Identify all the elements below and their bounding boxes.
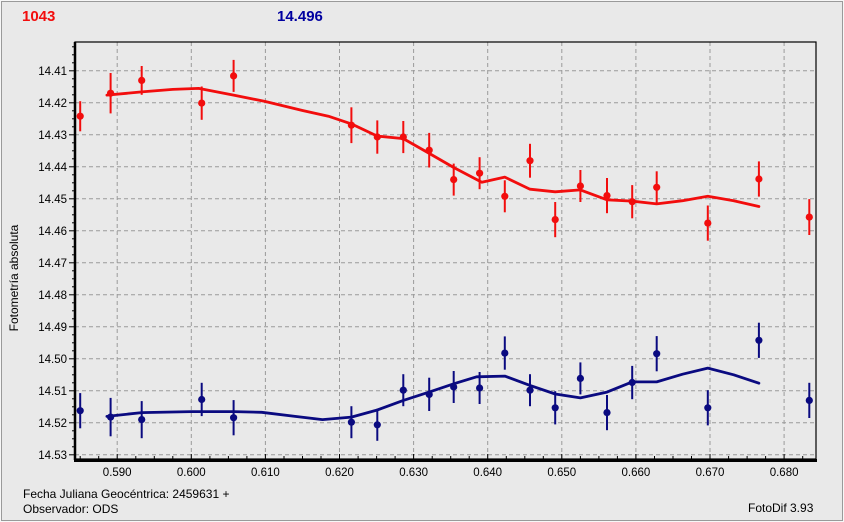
svg-text:0.660: 0.660 xyxy=(622,467,651,479)
svg-text:14.47: 14.47 xyxy=(38,258,67,270)
svg-text:14.46: 14.46 xyxy=(38,226,67,238)
axis-frame xyxy=(73,41,817,462)
y-axis-title: Fotometría absoluta xyxy=(7,224,21,332)
svg-text:0.630: 0.630 xyxy=(399,467,428,479)
lightcurve-red xyxy=(76,59,813,241)
axis-ticks xyxy=(69,46,804,459)
svg-text:14.51: 14.51 xyxy=(38,386,67,398)
svg-text:14.50: 14.50 xyxy=(38,354,67,366)
svg-text:14.41: 14.41 xyxy=(38,66,67,78)
svg-text:0.620: 0.620 xyxy=(325,467,354,479)
grid-lines xyxy=(75,42,816,459)
axis-tick-labels: 14.41 14.42 14.43 14.44 14.45 14.46 14.47 14.48… xyxy=(38,66,798,479)
observer-label: Observador: ODS xyxy=(23,502,119,516)
svg-text:14.43: 14.43 xyxy=(38,130,67,142)
app-version-label: FotoDif 3.93 xyxy=(748,501,814,515)
lightcurve-blue xyxy=(76,322,813,441)
magnitude-value-label: 14.496 xyxy=(277,8,323,25)
svg-text:0.610: 0.610 xyxy=(251,467,280,479)
svg-text:14.44: 14.44 xyxy=(38,162,67,174)
svg-text:14.52: 14.52 xyxy=(38,418,67,430)
svg-text:14.53: 14.53 xyxy=(38,450,67,462)
julian-date-label: Fecha Juliana Geocéntrica: 2459631 + xyxy=(23,487,230,501)
svg-text:0.640: 0.640 xyxy=(473,467,502,479)
svg-text:0.590: 0.590 xyxy=(103,467,132,479)
svg-text:14.45: 14.45 xyxy=(38,194,67,206)
svg-text:14.48: 14.48 xyxy=(38,290,67,302)
svg-text:0.670: 0.670 xyxy=(696,467,725,479)
svg-text:0.680: 0.680 xyxy=(770,467,799,479)
svg-text:0.650: 0.650 xyxy=(547,467,576,479)
svg-text:0.600: 0.600 xyxy=(177,467,206,479)
svg-text:14.42: 14.42 xyxy=(38,98,67,110)
svg-text:14.49: 14.49 xyxy=(38,322,67,334)
object-number-label: 1043 xyxy=(22,8,56,25)
